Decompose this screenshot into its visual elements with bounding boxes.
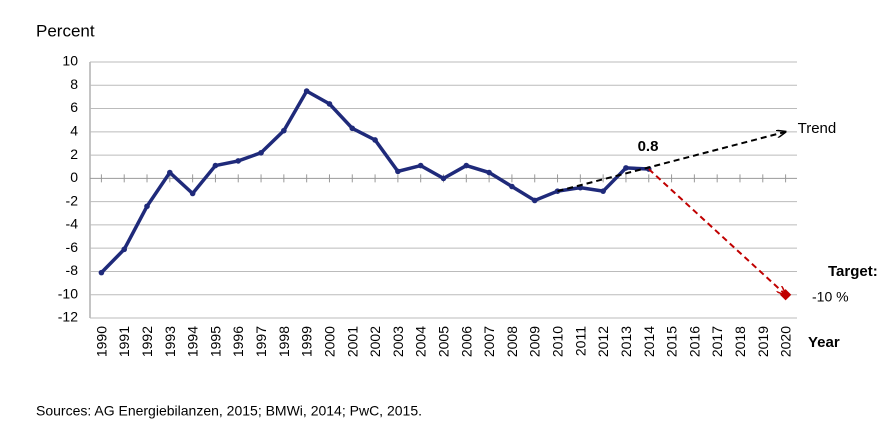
x-tick-label: 2020 bbox=[778, 326, 794, 357]
point bbox=[531, 197, 538, 204]
x-tick-label: 2010 bbox=[550, 326, 566, 357]
x-tick-label: 1998 bbox=[276, 326, 292, 357]
point bbox=[212, 162, 219, 169]
point bbox=[326, 101, 333, 107]
y-axis-label: Percent bbox=[36, 21, 95, 40]
series-line bbox=[648, 168, 786, 295]
point bbox=[121, 246, 128, 253]
x-tick-label: 2018 bbox=[732, 326, 748, 357]
point bbox=[600, 188, 606, 194]
x-tick-label: 2004 bbox=[413, 326, 429, 357]
point bbox=[440, 175, 447, 182]
point bbox=[395, 168, 401, 175]
x-tick-label: 1993 bbox=[162, 326, 178, 357]
y-tick-label: -2 bbox=[66, 192, 79, 208]
x-tick-label: 2011 bbox=[572, 326, 588, 356]
y-tick-label: -6 bbox=[66, 239, 79, 255]
point bbox=[167, 169, 173, 176]
x-tick-label: 2008 bbox=[504, 326, 520, 357]
x-tick-label: 2012 bbox=[595, 326, 611, 357]
y-tick-label: -4 bbox=[66, 216, 79, 232]
x-tick-label: 2019 bbox=[755, 326, 771, 357]
x-tick-label: 2003 bbox=[390, 326, 406, 357]
series-label: Trend bbox=[798, 120, 837, 137]
point bbox=[144, 203, 150, 210]
x-tick-label: 1995 bbox=[207, 326, 223, 357]
x-tick-label: 1996 bbox=[230, 326, 246, 357]
x-tick-label: 2005 bbox=[436, 326, 452, 357]
y-tick-label: 6 bbox=[70, 99, 78, 115]
x-tick-label: 2001 bbox=[344, 326, 360, 357]
point bbox=[281, 127, 287, 134]
y-tick-label: 10 bbox=[62, 53, 78, 69]
point bbox=[189, 190, 196, 197]
annotation: Target: bbox=[828, 263, 878, 280]
point bbox=[349, 125, 356, 132]
x-tick-label: 2014 bbox=[641, 326, 657, 357]
annotation: 0.8 bbox=[638, 138, 659, 155]
y-tick-label: 2 bbox=[70, 146, 78, 162]
y-tick-label: -8 bbox=[66, 262, 79, 278]
y-tick-label: -10 bbox=[58, 285, 78, 301]
point bbox=[303, 88, 310, 94]
x-tick-label: 1994 bbox=[185, 326, 201, 357]
point bbox=[417, 162, 424, 169]
x-tick-label: 2009 bbox=[527, 326, 543, 357]
x-axis-label: Year bbox=[808, 334, 840, 351]
x-tick-label: 2007 bbox=[481, 326, 497, 357]
point bbox=[509, 183, 515, 190]
x-tick-label: 2017 bbox=[709, 326, 725, 357]
x-tick-label: 1991 bbox=[116, 326, 132, 357]
y-tick-label: 8 bbox=[70, 76, 78, 92]
point bbox=[623, 165, 629, 171]
point bbox=[372, 137, 378, 143]
x-tick-label: 1990 bbox=[93, 326, 109, 357]
point bbox=[463, 162, 470, 169]
x-tick-label: 2015 bbox=[664, 326, 680, 357]
point bbox=[258, 149, 264, 156]
x-tick-label: 2002 bbox=[367, 326, 383, 357]
point bbox=[98, 269, 105, 276]
x-tick-label: 1999 bbox=[299, 326, 315, 357]
x-tick-label: 2016 bbox=[686, 326, 702, 357]
x-tick-label: 2006 bbox=[458, 326, 474, 357]
x-tick-label: 2013 bbox=[618, 326, 634, 357]
x-tick-label: 1997 bbox=[253, 326, 269, 357]
target-marker bbox=[779, 289, 792, 301]
point bbox=[486, 169, 492, 176]
y-tick-label: 4 bbox=[70, 123, 78, 139]
point bbox=[235, 158, 242, 164]
x-tick-label: 1992 bbox=[139, 326, 155, 357]
y-tick-label: 0 bbox=[70, 169, 78, 185]
point bbox=[554, 188, 561, 194]
y-tick-label: -12 bbox=[58, 309, 78, 325]
x-tick-label: 2000 bbox=[321, 326, 337, 357]
annotation: -10 % bbox=[812, 289, 849, 305]
note: Sources: AG Energiebilanzen, 2015; BMWi,… bbox=[36, 403, 422, 419]
